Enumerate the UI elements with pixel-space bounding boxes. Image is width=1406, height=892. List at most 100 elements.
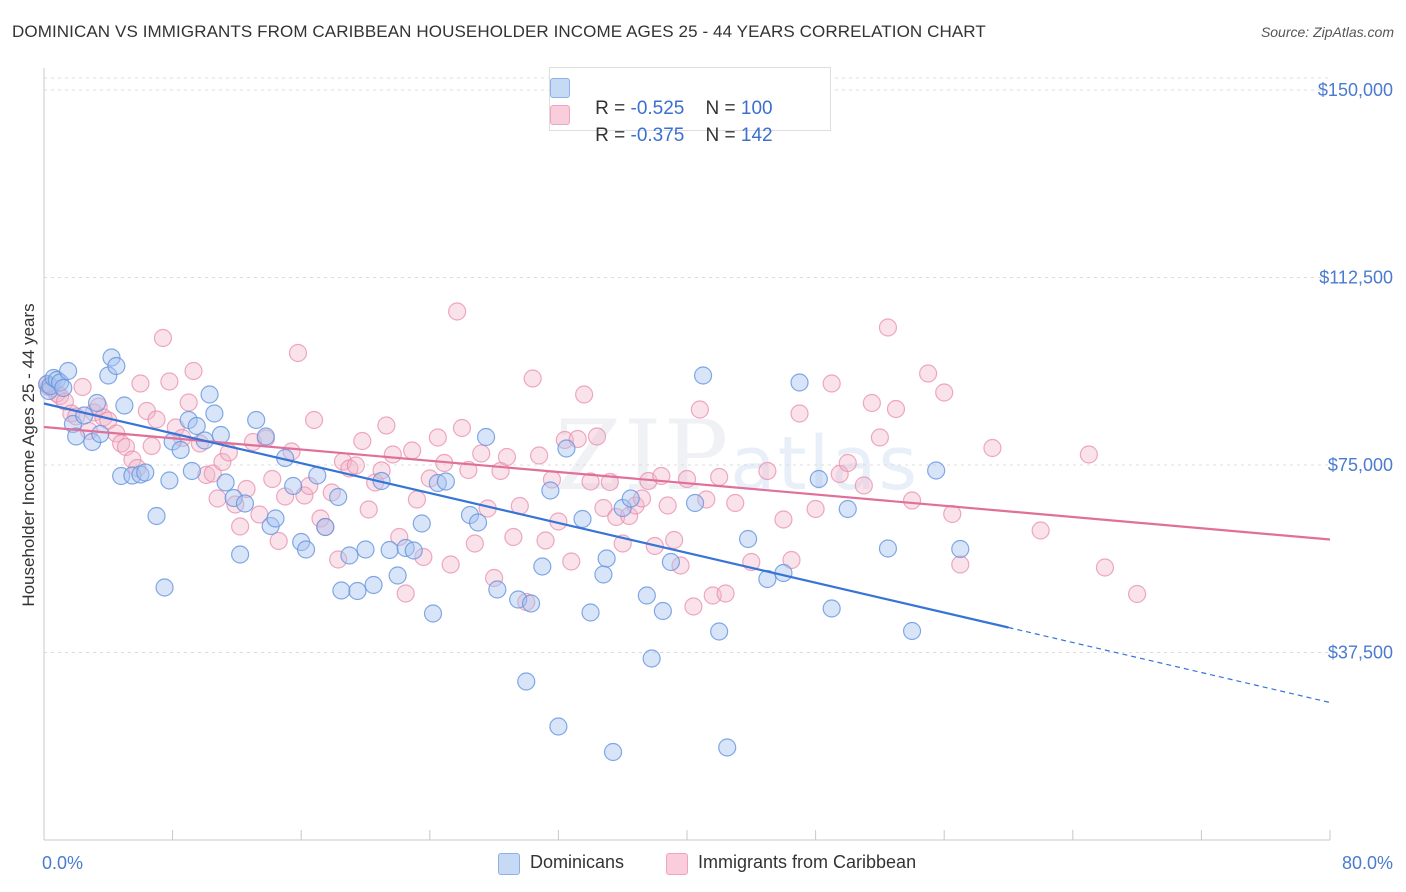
data-point-dominican — [653, 601, 672, 621]
y-tick-label: $112,500 — [1319, 268, 1393, 288]
data-point-dominican — [91, 424, 110, 444]
axis-labels: $37,500 $75,000 $112,500 $150,000 0.0% 80.0% H… — [19, 80, 1393, 873]
data-point-dominican — [581, 603, 600, 622]
source-label: Source: ZipAtlas.com — [1260, 24, 1394, 40]
data-point-dominican — [147, 506, 166, 526]
data-point-dominican — [412, 514, 431, 533]
data-point-dominican — [316, 517, 335, 537]
data-point-caribbean — [142, 436, 161, 456]
data-point-dominican — [67, 427, 86, 446]
data-point-dominican — [388, 566, 407, 585]
data-point-dominican — [468, 513, 488, 532]
data-point-dominican — [951, 539, 970, 559]
data-point-caribbean — [774, 510, 793, 529]
trend-line-dominicans — [43, 402, 1009, 629]
data-point-caribbean — [665, 530, 684, 550]
data-point-caribbean — [179, 393, 198, 412]
data-point-caribbean — [862, 393, 881, 413]
data-point-caribbean — [919, 364, 938, 383]
data-point-dominican — [603, 742, 623, 762]
data-point-dominican — [329, 487, 348, 507]
data-point-dominican — [102, 348, 121, 367]
data-point-caribbean — [951, 555, 970, 574]
correlation-legend: R = -0.525 N = 100 R = -0.375 N = 142 — [549, 67, 831, 146]
data-point-caribbean — [372, 461, 391, 480]
data-point-caribbean — [237, 479, 256, 499]
data-point-caribbean — [935, 383, 954, 402]
data-point-dominican — [693, 366, 713, 385]
data-point-caribbean — [1095, 558, 1115, 577]
data-point-caribbean — [562, 552, 581, 571]
data-point-dominican — [621, 489, 640, 508]
data-point-dominican — [927, 461, 946, 480]
data-point-caribbean — [1079, 445, 1098, 464]
data-point-caribbean — [73, 377, 92, 397]
data-point-dominican — [476, 427, 496, 447]
data-point-dominican — [423, 604, 443, 623]
data-point-dominican — [340, 546, 359, 565]
data-point-caribbean — [710, 467, 729, 487]
legend-r-label: R = — [595, 98, 631, 119]
data-point-caribbean — [497, 447, 517, 467]
data-point-dominican — [404, 541, 423, 560]
data-point-dominican — [231, 545, 250, 564]
data-point-caribbean — [231, 517, 250, 536]
data-point-caribbean — [523, 369, 542, 388]
x-tick-label-max: 80.0% — [1342, 853, 1393, 873]
data-point-dominican — [182, 461, 201, 481]
data-point-dominican — [902, 621, 922, 641]
data-point-dominican — [685, 493, 705, 513]
data-point-dominican — [541, 481, 560, 500]
data-point-dominican — [187, 416, 206, 436]
legend-row-caribbean: R = -0.375 N = 142 — [550, 103, 773, 169]
data-point-dominican — [216, 473, 235, 492]
data-point-caribbean — [452, 418, 472, 438]
legend-r-label: R = — [595, 125, 631, 146]
data-point-caribbean — [311, 509, 330, 528]
data-point-dominican — [878, 539, 898, 558]
data-point-dominican — [296, 540, 316, 559]
data-point-caribbean — [304, 410, 324, 430]
data-point-dominican — [488, 580, 507, 599]
data-point-dominican — [107, 356, 126, 376]
data-point-dominican — [59, 361, 78, 381]
data-point-caribbean — [716, 584, 735, 603]
data-point-caribbean — [758, 461, 777, 481]
data-point-dominican — [637, 586, 656, 605]
series-caribbean-points — [38, 302, 1147, 616]
bottom-legend-swatch-caribbean — [666, 853, 688, 875]
data-point-dominican — [436, 472, 455, 491]
trend-line-dominicans-extension — [1008, 626, 1331, 704]
data-point-dominican — [171, 440, 190, 460]
legend-r-value: -0.375 — [630, 125, 685, 146]
data-point-dominican — [247, 410, 266, 430]
data-point-caribbean — [878, 318, 898, 337]
data-point-caribbean — [359, 500, 378, 519]
data-point-caribbean — [377, 416, 396, 435]
watermark-light: atlas — [730, 421, 920, 507]
chart-title: DOMINICAN VS IMMIGRANTS FROM CARIBBEAN H… — [12, 22, 986, 41]
data-point-caribbean — [485, 568, 504, 588]
data-point-dominican — [380, 540, 399, 560]
data-point-caribbean — [806, 499, 825, 519]
data-point-caribbean — [886, 399, 906, 419]
data-point-caribbean — [213, 452, 232, 472]
data-point-caribbean — [346, 456, 365, 475]
data-point-caribbean — [184, 361, 203, 381]
data-point-caribbean — [131, 374, 150, 393]
data-point-caribbean — [353, 431, 372, 451]
data-point-dominican — [284, 476, 303, 496]
data-point-caribbean — [403, 441, 422, 460]
data-point-caribbean — [1031, 521, 1050, 540]
data-point-caribbean — [838, 453, 857, 473]
data-point-dominican — [718, 738, 737, 757]
data-point-caribbean — [581, 472, 600, 491]
data-point-caribbean — [983, 438, 1002, 458]
data-point-caribbean — [112, 434, 131, 453]
data-point-caribbean — [160, 372, 179, 391]
data-point-dominican — [136, 463, 155, 482]
data-point-caribbean — [530, 446, 549, 465]
data-point-caribbean — [448, 302, 467, 321]
data-point-dominican — [205, 404, 224, 423]
data-point-dominican — [348, 581, 367, 601]
